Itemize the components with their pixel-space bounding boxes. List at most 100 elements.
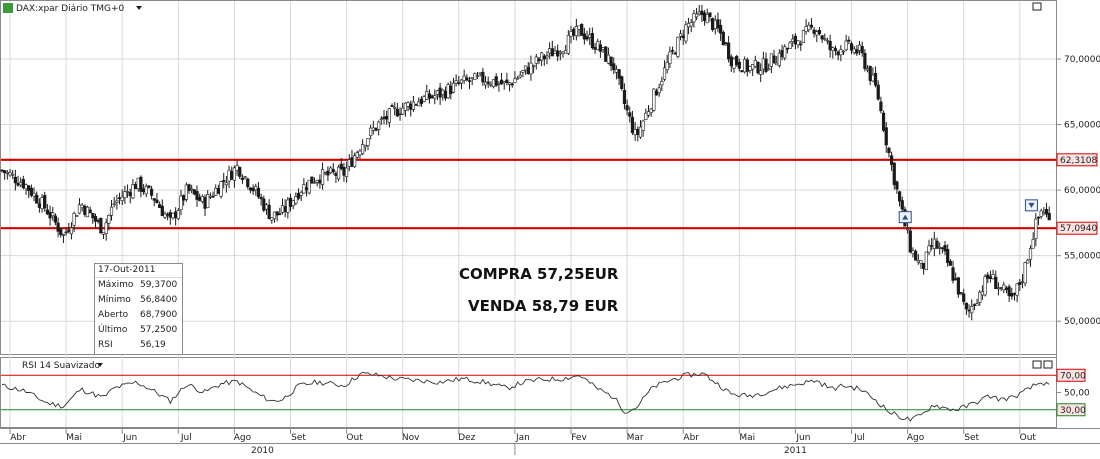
candle-body [1018, 282, 1022, 286]
candle-body [208, 195, 212, 198]
month-tick-label: Jun [795, 433, 810, 443]
candle-body [286, 199, 290, 213]
candle-body [345, 167, 349, 177]
month-tick-label: Out [346, 433, 363, 443]
candle-body [657, 87, 661, 94]
rsi-pane-close-icon[interactable] [1043, 360, 1053, 369]
candle-body [91, 212, 95, 219]
candle-body [847, 39, 851, 42]
candle-body [502, 81, 506, 84]
candle-body [353, 155, 357, 168]
candle-body [1044, 209, 1049, 215]
candle-body [433, 95, 437, 99]
candle-body [83, 205, 87, 215]
candle-body [839, 49, 843, 56]
candle-body [719, 24, 723, 34]
candle-body [614, 68, 619, 73]
rsi-level-box [1056, 368, 1086, 382]
candle-body [192, 189, 196, 195]
month-tick-label: Jul [853, 433, 865, 443]
candle-body [494, 76, 498, 86]
candle-body [270, 217, 274, 221]
month-tick-label: Set [964, 433, 979, 443]
candle-body [857, 44, 862, 51]
candle-body [320, 169, 325, 185]
candle-body [756, 61, 760, 74]
candle-body [190, 188, 194, 191]
candle-body [483, 81, 488, 86]
candle-body [986, 274, 990, 279]
candle-body [1031, 239, 1035, 249]
month-tick-label: Fev [571, 433, 587, 443]
price-tick-label: 50,0000 [1064, 317, 1100, 327]
candle-body [620, 76, 624, 89]
candle-body [371, 127, 375, 131]
candle-body [96, 220, 100, 222]
candle-body [246, 178, 250, 188]
candle-body [825, 40, 830, 42]
candle-body [19, 182, 23, 186]
candle-body [1015, 283, 1019, 296]
candle-body [438, 87, 442, 98]
candle-body [259, 197, 263, 200]
candle-body [799, 43, 803, 46]
candle-body [398, 113, 402, 116]
candle-body [139, 176, 143, 192]
candle-body [689, 22, 693, 27]
candle-body [326, 170, 330, 176]
candle-body [863, 52, 867, 69]
candle-body [475, 75, 480, 77]
month-tick-label: Dez [458, 433, 475, 443]
candle-body [911, 250, 915, 254]
rsi-pane-maximize-icon[interactable] [1032, 360, 1042, 369]
level-value-box [1056, 153, 1098, 167]
candle-body [198, 196, 202, 201]
candle-body [112, 203, 116, 206]
price-tick-label: 70,0000 [1064, 55, 1100, 65]
buy-annotation: COMPRA 57,25EUR [459, 265, 619, 283]
candle-body [312, 181, 317, 184]
candle-body [315, 180, 319, 183]
candle-body [710, 18, 715, 30]
level-value-box [1056, 221, 1098, 235]
candle-body [764, 58, 768, 72]
title-dropdown-icon[interactable] [136, 6, 142, 10]
candle-body [427, 93, 432, 99]
candle-body [491, 79, 496, 88]
candle-body [179, 195, 183, 211]
candle-body [537, 58, 541, 62]
candle-body [518, 74, 522, 78]
price-tick-label: 55,0000 [1064, 252, 1100, 262]
candle-body [967, 309, 971, 312]
candle-body [88, 209, 92, 213]
candle-body [662, 67, 667, 80]
candle-body [489, 84, 493, 86]
candle-body [892, 162, 896, 185]
price-pane-maximize-icon[interactable] [1032, 2, 1042, 11]
candle-body [150, 188, 154, 196]
candle-body [681, 35, 685, 39]
candle-body [636, 128, 640, 135]
year-tick-label: 2011 [784, 446, 807, 455]
candle-body [767, 68, 771, 71]
candle-body [644, 112, 648, 121]
candle-body [831, 47, 835, 52]
candle-body [115, 200, 119, 203]
candle-body [435, 90, 440, 95]
candle-body [601, 47, 605, 50]
info-label: Último [98, 325, 128, 335]
candle-body [1026, 260, 1030, 264]
candle-body [211, 195, 215, 198]
rsi-dropdown-icon[interactable] [97, 363, 103, 367]
candle-body [801, 30, 806, 43]
candle-body [788, 42, 792, 49]
level-value-label: 62,3108 [1060, 156, 1097, 166]
rsi-line [1, 371, 1050, 422]
candle-body [900, 200, 904, 210]
candle-body [459, 79, 464, 84]
candle-body [556, 50, 560, 57]
candle-body [879, 101, 883, 112]
candle-body [13, 176, 17, 184]
info-row-low: Mínimo 56,8400 [95, 293, 182, 308]
